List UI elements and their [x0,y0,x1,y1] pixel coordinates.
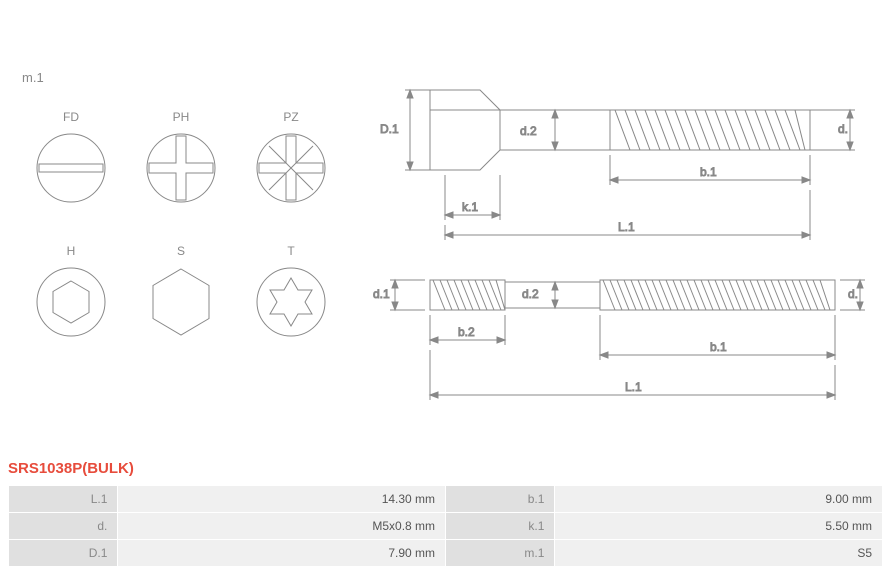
drive-ph: PH [145,110,217,209]
spec-label: b.1 [446,486,555,513]
diagram-area: m.1 FD PH P [0,0,889,455]
dim-d2: d.2 [520,124,537,138]
drive-fd: FD [35,110,107,209]
section-label: m.1 [22,70,44,85]
page-container: m.1 FD PH P [0,0,889,572]
drive-h: H [35,244,107,343]
dim-d1b: d.1 [373,287,390,301]
dim-d2b: d.2 [522,287,539,301]
drive-s: S [145,244,217,343]
table-row: d. M5x0.8 mm k.1 5.50 mm [9,513,883,540]
spec-label: L.1 [9,486,118,513]
drive-label: H [35,244,107,258]
spec-label: d. [9,513,118,540]
spec-value: 9.00 mm [555,486,883,513]
drive-t: T [255,244,327,343]
table-row: L.1 14.30 mm b.1 9.00 mm [9,486,883,513]
drive-label: T [255,244,327,258]
dim-D1: D.1 [380,122,399,136]
spec-label: k.1 [446,513,555,540]
drive-label: PH [145,110,217,124]
product-code: SRS1038P(BULK) [8,460,883,477]
drive-label: FD [35,110,107,124]
dim-L1b: L.1 [625,380,642,394]
spec-label: D.1 [9,540,118,567]
drive-label: S [145,244,217,258]
spec-label: m.1 [446,540,555,567]
dim-b2: b.2 [458,325,475,339]
table-row: D.1 7.90 mm m.1 S5 [9,540,883,567]
pozidriv-icon [255,132,327,204]
spec-value: 7.90 mm [118,540,446,567]
phillips-icon [145,132,217,204]
hex-socket-icon [35,266,107,338]
dim-b1: b.1 [700,165,717,179]
screw-diagrams: D.1 d.2 d. b.1 [370,60,870,420]
hexagon-icon [145,266,217,338]
drive-row-1: FD PH PZ [35,110,355,209]
drive-row-2: H S T [35,244,355,343]
drive-type-icons: FD PH PZ [35,110,355,378]
dim-d: d. [838,122,848,136]
spec-value: 14.30 mm [118,486,446,513]
torx-icon [255,266,327,338]
spec-value: S5 [555,540,883,567]
spec-section: SRS1038P(BULK) L.1 14.30 mm b.1 9.00 mm … [8,460,883,567]
dim-L1: L.1 [618,220,635,234]
dim-db: d. [848,287,858,301]
spec-value: M5x0.8 mm [118,513,446,540]
screw-svg: D.1 d.2 d. b.1 [370,60,870,420]
spec-table: L.1 14.30 mm b.1 9.00 mm d. M5x0.8 mm k.… [8,485,883,567]
drive-pz: PZ [255,110,327,209]
slot-icon [35,132,107,204]
spec-value: 5.50 mm [555,513,883,540]
dim-b1b: b.1 [710,340,727,354]
drive-label: PZ [255,110,327,124]
dim-k1: k.1 [462,200,478,214]
